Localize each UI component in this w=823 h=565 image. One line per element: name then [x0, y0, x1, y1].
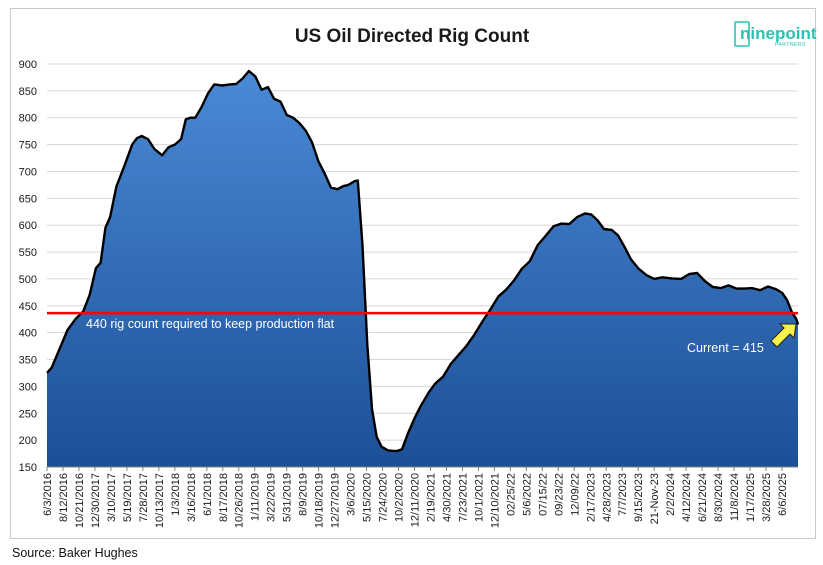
- x-tick-label: 12/30/2017: [90, 473, 102, 528]
- y-tick-label: 500: [19, 274, 37, 286]
- x-axis-ticks: 6/3/2016 8/12/2016 10/21/2016 12/30/2017 3/1…: [42, 467, 789, 528]
- x-tick-label: 3/22/2019: [266, 473, 278, 522]
- y-tick-label: 200: [19, 435, 37, 447]
- x-tick-label: 07/15/22: [537, 473, 549, 516]
- x-tick-label: 10/26/2018: [234, 473, 246, 528]
- x-tick-label: 2/2/2024: [665, 473, 677, 516]
- threshold-label: 440 rig count required to keep productio…: [86, 317, 335, 331]
- y-tick-label: 800: [19, 113, 37, 125]
- x-tick-label: 7/7/2023: [617, 473, 629, 516]
- x-tick-label: 7/23/2021: [457, 473, 469, 522]
- y-tick-label: 900: [19, 59, 37, 71]
- x-tick-label: 10/18/2019: [314, 473, 326, 528]
- svg-text:ninepoint: ninepoint: [740, 24, 817, 43]
- x-tick-label: 4/12/2024: [681, 473, 693, 522]
- y-tick-label: 850: [19, 86, 37, 98]
- y-tick-label: 750: [19, 140, 37, 152]
- y-tick-label: 550: [19, 247, 37, 259]
- x-tick-label: 8/12/2016: [58, 473, 70, 522]
- x-tick-label: 9/15/2023: [633, 473, 645, 522]
- y-tick-label: 700: [19, 166, 37, 178]
- rig-count-area: [47, 71, 798, 467]
- y-tick-label: 600: [19, 220, 37, 232]
- x-tick-label: 12/10/2021: [489, 473, 501, 528]
- y-axis-ticks: 150 200 250 300 350 400 450 500 550 600 650 700 750 8…: [19, 59, 37, 474]
- y-tick-label: 300: [19, 381, 37, 393]
- rig-count-line: [46, 69, 800, 453]
- x-tick-label: 5/31/2019: [282, 473, 294, 522]
- x-tick-label: 1/11/2019: [250, 473, 262, 521]
- x-tick-label: 6/3/2016: [42, 473, 54, 516]
- x-tick-label: 4/28/2023: [601, 473, 613, 522]
- x-tick-label: 4/30/2021: [442, 473, 454, 522]
- x-tick-label: 8/9/2019: [298, 473, 310, 516]
- y-tick-label: 250: [19, 408, 37, 420]
- x-tick-label: 12/09/22: [569, 473, 581, 516]
- svg-text:PARTNERS: PARTNERS: [775, 42, 806, 48]
- x-tick-label: 8/17/2018: [218, 473, 230, 522]
- x-tick-label: 2/19/2021: [426, 473, 438, 522]
- y-tick-label: 150: [19, 462, 37, 474]
- x-tick-label: 10/21/2016: [74, 473, 86, 528]
- x-tick-label: 09/23/22: [553, 473, 565, 516]
- x-tick-label: 1/3/2018: [170, 473, 182, 516]
- x-tick-label: 12/11/2020: [410, 473, 422, 527]
- x-tick-label: 3/16/2018: [186, 473, 198, 522]
- current-value-label: Current = 415: [687, 341, 764, 355]
- x-tick-label: 02/25/22: [505, 473, 517, 516]
- x-tick-label: 3/10/2017: [106, 473, 118, 522]
- x-tick-label: 8/30/2024: [713, 473, 725, 522]
- x-tick-label: 7/24/2020: [378, 473, 390, 522]
- current-value-arrow: [770, 323, 797, 348]
- source-note: Source: Baker Hughes: [12, 546, 138, 560]
- y-tick-label: 400: [19, 328, 37, 340]
- x-tick-label: 10/2/2020: [394, 473, 406, 522]
- x-tick-label: 6/21/2024: [697, 473, 709, 522]
- x-tick-label: 6/6/2025: [777, 473, 789, 516]
- x-tick-label: 2/17/2023: [585, 473, 597, 522]
- x-tick-label: 6/1/2018: [202, 473, 214, 516]
- x-tick-label: 5/15/2020: [362, 473, 374, 522]
- y-tick-label: 450: [19, 301, 37, 313]
- ninepoint-logo: ninepoint PARTNERS: [734, 21, 817, 48]
- x-tick-label: 5/6/2022: [521, 473, 533, 516]
- x-tick-label: 3/6/2020: [346, 473, 358, 516]
- x-tick-label: 5/19/2017: [122, 473, 134, 522]
- x-tick-label: 3/28/2025: [761, 473, 773, 522]
- x-tick-label: 12/27/2019: [330, 473, 342, 528]
- x-tick-label: 1/17/2025: [745, 473, 757, 522]
- x-tick-label: 7/28/2017: [138, 473, 150, 522]
- x-tick-label: 10/13/2017: [154, 473, 166, 528]
- x-tick-label: 11/8/2024: [729, 473, 741, 521]
- y-tick-label: 650: [19, 193, 37, 205]
- y-tick-label: 350: [19, 355, 37, 367]
- x-tick-label: 10/1/2021: [473, 473, 485, 522]
- x-tick-label: 21-Nov-23: [649, 473, 661, 524]
- chart-title: US Oil Directed Rig Count: [295, 26, 530, 47]
